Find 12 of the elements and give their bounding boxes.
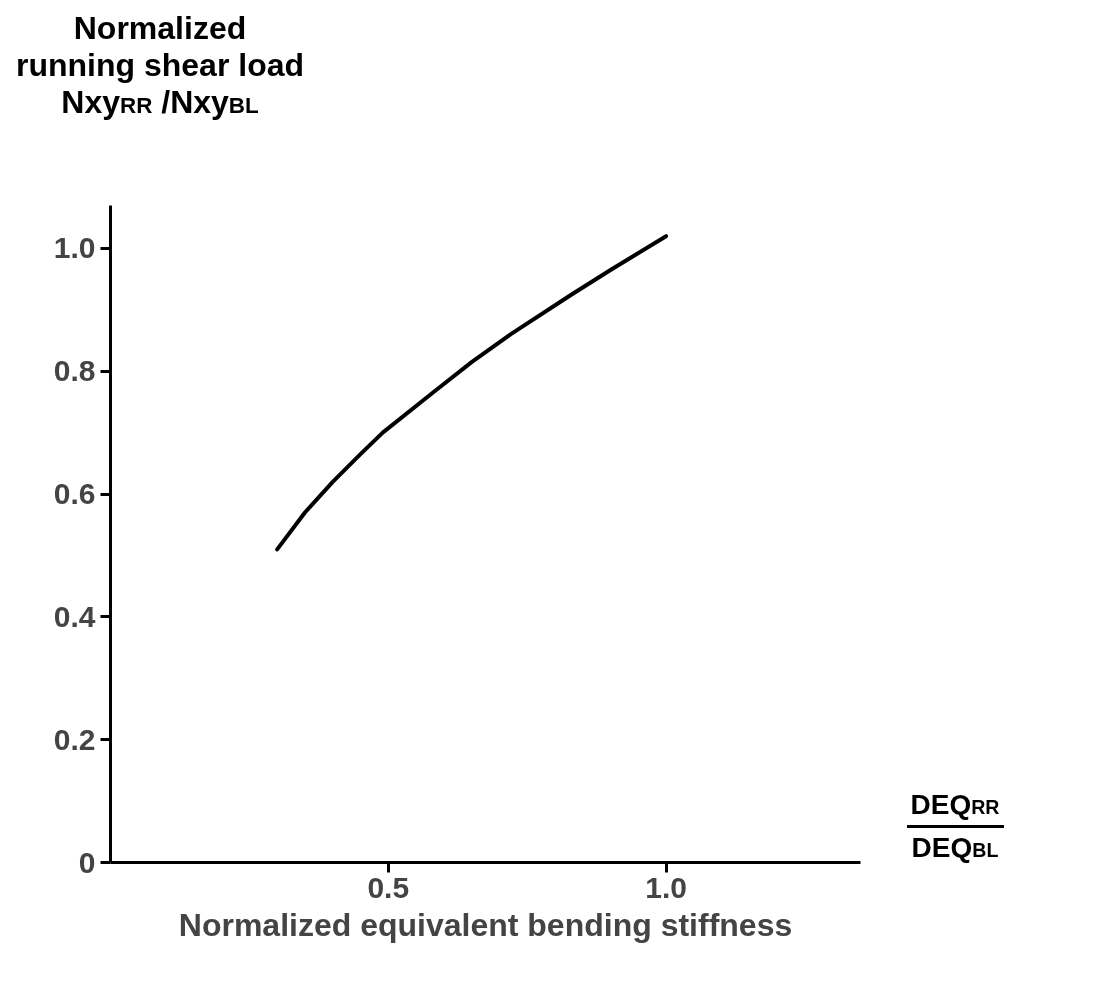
y-tick-label: 0.6 bbox=[53, 477, 96, 511]
text: DEQBL bbox=[910, 831, 1000, 865]
line-series bbox=[275, 234, 669, 552]
y-tick-label: 0.8 bbox=[53, 354, 96, 388]
text: DEQRR bbox=[906, 785, 1004, 828]
y-tick-label: 0.2 bbox=[53, 722, 96, 756]
y-tick-label: 0 bbox=[78, 845, 96, 879]
y-tick-label: 0.4 bbox=[53, 599, 96, 633]
x-tick-label: 0.5 bbox=[367, 870, 410, 904]
x-axis-title: Normalized equivalent bending stiffness bbox=[178, 906, 793, 943]
y-tick-label: 1.0 bbox=[53, 231, 96, 265]
y-axis-title: Normalized running shear load NxyRR /NxyBL bbox=[15, 10, 305, 121]
